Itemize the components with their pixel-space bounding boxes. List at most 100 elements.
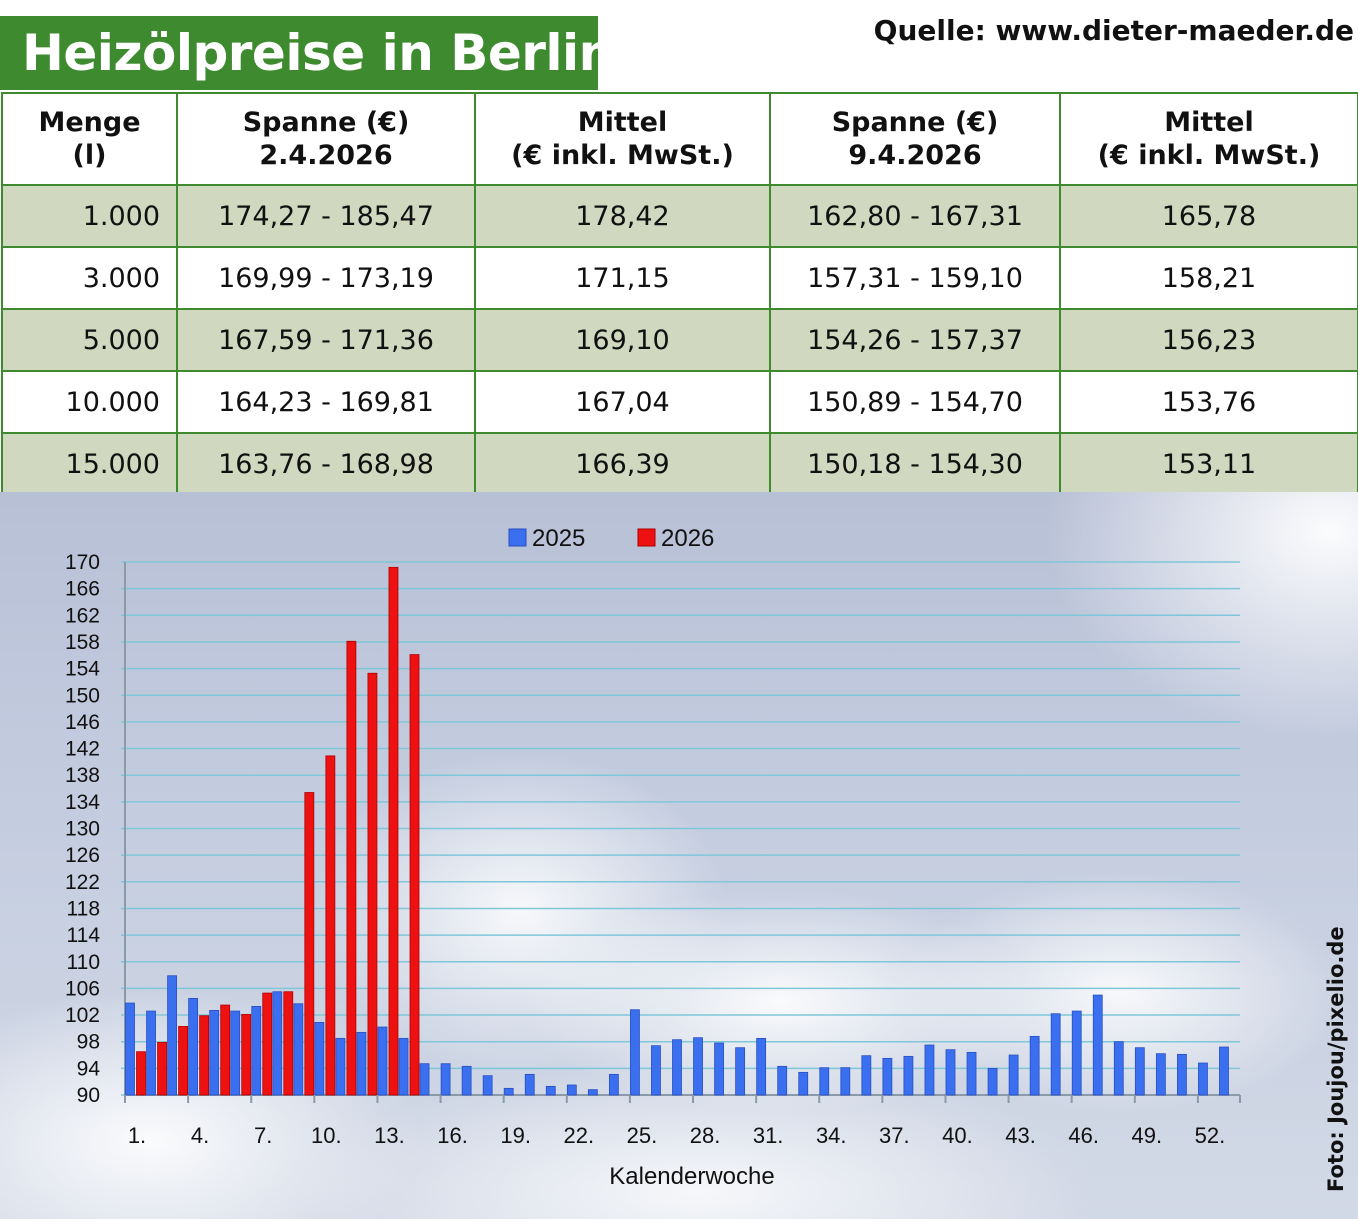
bar-2025-week-43	[1008, 1054, 1019, 1096]
bar-2025-week-5	[209, 1009, 220, 1096]
bar-2026-week-1	[136, 1051, 146, 1096]
bar-2026-week-10	[325, 755, 336, 1096]
y-tick-label: 126	[65, 844, 100, 867]
source-label: Quelle: www.dieter-maeder.de	[873, 14, 1354, 47]
bar-2025-week-33	[798, 1071, 809, 1096]
bar-2025-week-12	[356, 1031, 367, 1096]
bar-2025-week-8	[272, 991, 283, 1096]
legend-label-2025: 2025	[532, 525, 585, 552]
cell-spanne-2: 157,31 - 159,10	[769, 246, 1061, 310]
bar-2025-week-21	[545, 1085, 556, 1096]
chart-area: 90 94 98 102 106 110 114 118 122 126 130 134 138 142 1…	[0, 492, 1358, 1219]
table-row: 5.000 167,59 - 171,36 169,10 154,26 - 15…	[1, 308, 1358, 372]
cell-spanne-1: 167,59 - 171,36	[176, 308, 476, 372]
bar-2025-week-9	[293, 1003, 304, 1096]
header-mittel-1: Mittel (€ inkl. MwSt.)	[474, 92, 771, 186]
header-spanne-2: Spanne (€) 9.4.2026	[769, 92, 1061, 186]
y-tick-label: 98	[77, 1031, 100, 1054]
cell-mittel-2: 156,23	[1059, 308, 1358, 372]
bar-2025-week-27	[672, 1039, 682, 1096]
x-tick-label: 7.	[254, 1123, 272, 1148]
cell-menge: 3.000	[1, 246, 178, 310]
legend-label-2026: 2026	[661, 525, 714, 552]
y-tick-label: 138	[65, 764, 100, 787]
bar-2025-week-37	[882, 1057, 893, 1096]
cell-mittel-1: 178,42	[474, 184, 771, 248]
bar-2025-week-4	[188, 997, 199, 1096]
legend-swatch-2026	[637, 528, 656, 547]
bar-2025-week-46	[1071, 1010, 1082, 1096]
x-tick-label: 22.	[563, 1123, 594, 1148]
bar-2025-week-42	[987, 1067, 998, 1096]
y-tick-label: 90	[77, 1084, 100, 1107]
legend-swatch-2025	[508, 528, 527, 547]
x-tick-label: 31.	[753, 1123, 784, 1148]
bar-2026-week-13	[388, 566, 399, 1096]
y-tick-label: 106	[65, 977, 100, 1000]
bar-2025-week-40	[945, 1049, 956, 1096]
bar-2025-week-15	[419, 1063, 430, 1096]
x-tick-label: 10.	[311, 1123, 342, 1148]
y-tick-label: 110	[67, 951, 100, 974]
y-tick-label: 150	[65, 684, 100, 707]
title-box: Heizölpreise in Berlin	[0, 16, 614, 90]
x-tick-label: 13.	[374, 1123, 405, 1148]
bar-2026-week-6	[241, 1013, 252, 1096]
bar-2025-week-49	[1134, 1047, 1145, 1096]
bar-2025-week-29	[714, 1042, 724, 1096]
bar-2026-week-11	[346, 640, 357, 1096]
bar-2025-week-50	[1155, 1053, 1166, 1096]
y-tick-label: 154	[65, 658, 100, 681]
y-tick-label: 122	[65, 871, 100, 894]
bar-2025-week-41	[966, 1051, 977, 1096]
cell-mittel-2: 153,11	[1059, 432, 1358, 496]
x-tick-label: 40.	[942, 1123, 973, 1148]
cell-spanne-2: 154,26 - 157,37	[769, 308, 1061, 372]
bar-2025-week-16	[440, 1063, 451, 1096]
bar-2025-week-22	[566, 1084, 577, 1096]
cell-spanne-2: 162,80 - 167,31	[769, 184, 1061, 248]
cell-spanne-2: 150,18 - 154,30	[769, 432, 1061, 496]
bar-2025-week-32	[777, 1065, 788, 1096]
bar-2025-week-36	[861, 1055, 872, 1096]
bar-2025-week-2	[146, 1010, 156, 1096]
bar-2026-week-7	[262, 992, 273, 1096]
bar-2025-week-6	[230, 1010, 241, 1096]
page-title: Heizölpreise in Berlin	[22, 24, 614, 82]
bar-2026-week-14	[409, 654, 420, 1096]
cell-mittel-1: 167,04	[474, 370, 771, 434]
y-tick-label: 162	[65, 604, 100, 627]
cell-mittel-2: 165,78	[1059, 184, 1358, 248]
cell-spanne-1: 163,76 - 168,98	[176, 432, 476, 496]
cell-mittel-2: 158,21	[1059, 246, 1358, 310]
y-tick-label: 166	[65, 578, 100, 601]
table-row: 15.000 163,76 - 168,98 166,39 150,18 - 1…	[1, 432, 1358, 496]
bar-2025-week-25	[630, 1009, 640, 1096]
bar-2026-week-4	[199, 1015, 210, 1096]
cell-spanne-1: 174,27 - 185,47	[176, 184, 476, 248]
y-tick-label: 158	[65, 631, 100, 654]
bar-2026-week-2	[157, 1041, 167, 1096]
photo-credit: Foto: Joujou/pixelio.de	[1324, 926, 1348, 1192]
bar-2026-week-9	[304, 792, 315, 1096]
x-tick-label: 4.	[191, 1123, 209, 1148]
bar-2025-week-13	[377, 1026, 388, 1096]
bar-2025-week-1	[125, 1002, 135, 1096]
x-tick-label: 49.	[1132, 1123, 1163, 1148]
x-tick-label: 37.	[879, 1123, 910, 1148]
bar-2025-week-44	[1029, 1035, 1040, 1096]
cell-spanne-1: 164,23 - 169,81	[176, 370, 476, 434]
bar-2025-week-19	[503, 1087, 514, 1096]
cell-mittel-1: 169,10	[474, 308, 771, 372]
cell-mittel-1: 171,15	[474, 246, 771, 310]
bar-2025-week-45	[1050, 1013, 1061, 1096]
cell-spanne-1: 169,99 - 173,19	[176, 246, 476, 310]
y-tick-label: 146	[65, 711, 100, 734]
bar-2025-week-10	[314, 1021, 325, 1096]
y-tick-label: 114	[67, 924, 101, 947]
bar-2025-week-38	[903, 1055, 914, 1096]
bar-2025-week-53	[1219, 1046, 1229, 1096]
bar-2025-week-30	[735, 1047, 746, 1096]
y-tick-label: 142	[65, 738, 100, 761]
bar-2025-week-48	[1113, 1041, 1124, 1096]
